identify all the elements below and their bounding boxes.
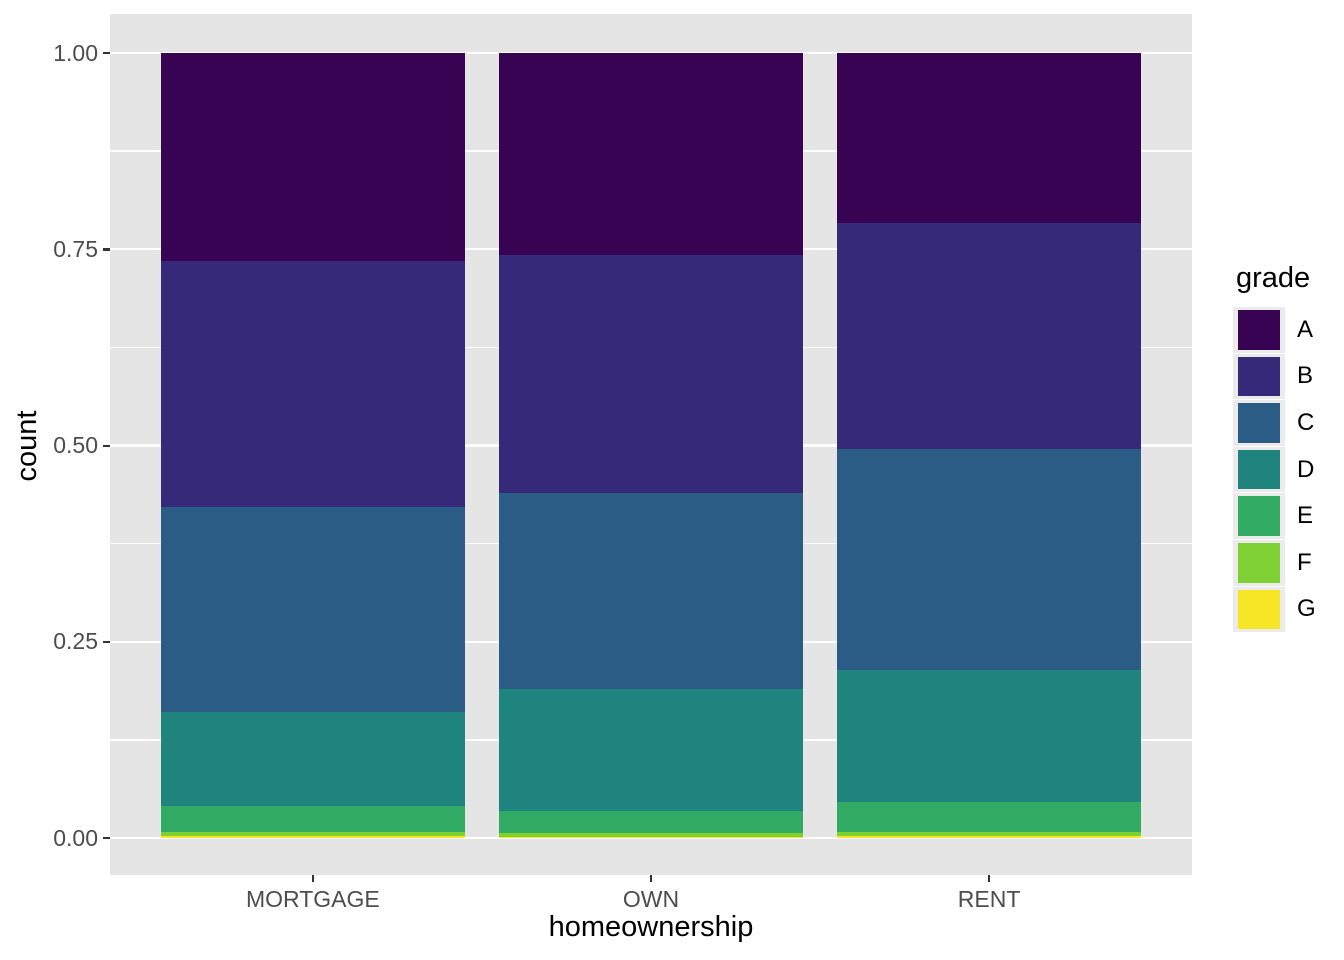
bar-mortgage-segment-D [160,711,465,806]
x-tick-mark [311,875,315,882]
y-tick-label: 0.00 [53,824,98,851]
legend-key-label: C [1297,408,1315,436]
bar-mortgage-segment-F [160,831,465,836]
legend-swatch-F [1238,542,1280,583]
legend-swatch-G [1238,589,1280,630]
legend-swatch-C [1238,403,1280,443]
legend-key-label: B [1297,362,1314,390]
bar-rent-segment-B [837,223,1142,450]
legend-key-A: A [1233,307,1333,353]
legend-key-G: G [1233,586,1333,633]
plot-panel [110,14,1192,875]
bar-rent-segment-D [837,670,1142,802]
x-tick-label-own: OWN [622,886,680,912]
bar-rent-segment-C [837,449,1142,670]
x-axis-title: homeownership [548,911,754,943]
bar-mortgage-segment-C [160,506,465,712]
legend-swatch-B [1238,356,1280,397]
y-tick-mark [103,52,110,55]
legend-key-E: E [1233,493,1333,539]
bar-mortgage-segment-A [160,53,465,261]
legend-swatch-A [1238,310,1280,350]
bar-own-segment-F [498,833,804,838]
bar-own-segment-B [498,254,804,494]
x-tick-mark [987,875,991,882]
legend-key-D: D [1233,446,1333,493]
y-tick-label: 1.00 [53,39,98,66]
y-tick-mark [103,444,110,447]
bar-own-segment-G [498,837,804,838]
y-axis-title: count [11,410,43,481]
y-tick-mark [103,837,110,840]
legend-key-label: A [1297,315,1314,343]
y-tick-mark [103,248,110,251]
bar-rent-segment-A [837,53,1142,224]
bar-own-segment-C [498,493,804,689]
gridline-major [110,51,1192,55]
bar-own-segment-E [498,810,804,834]
y-tick-label: 0.75 [53,235,98,262]
x-tick-mark [649,875,653,882]
legend-key-F: F [1233,539,1333,586]
bar-rent-segment-F [837,831,1142,836]
bar-rent-segment-G [837,835,1142,838]
x-tick-label-mortgage: MORTGAGE [246,886,380,912]
bar-own-segment-A [498,53,804,255]
bar-mortgage-segment-E [160,805,465,832]
legend-swatch-D [1238,449,1280,490]
legend-key-B: B [1233,353,1333,400]
y-tick-mark [103,640,110,644]
bar-rent-segment-E [837,801,1142,832]
y-tick-label: 0.25 [53,628,98,655]
y-tick-label: 0.50 [53,432,98,458]
gridline-major [110,836,1192,840]
legend-key-C: C [1233,400,1333,446]
legend-swatch-E [1238,496,1280,536]
bar-mortgage-segment-G [160,835,465,838]
legend-title: grade [1236,262,1311,294]
legend-key-label: G [1297,595,1316,623]
legend-key-label: D [1297,455,1315,483]
x-tick-label-rent: RENT [957,886,1021,912]
bar-own-segment-D [498,688,804,811]
legend-key-label: E [1297,502,1314,530]
bar-mortgage-segment-B [160,261,465,507]
legend-key-label: F [1297,548,1312,576]
